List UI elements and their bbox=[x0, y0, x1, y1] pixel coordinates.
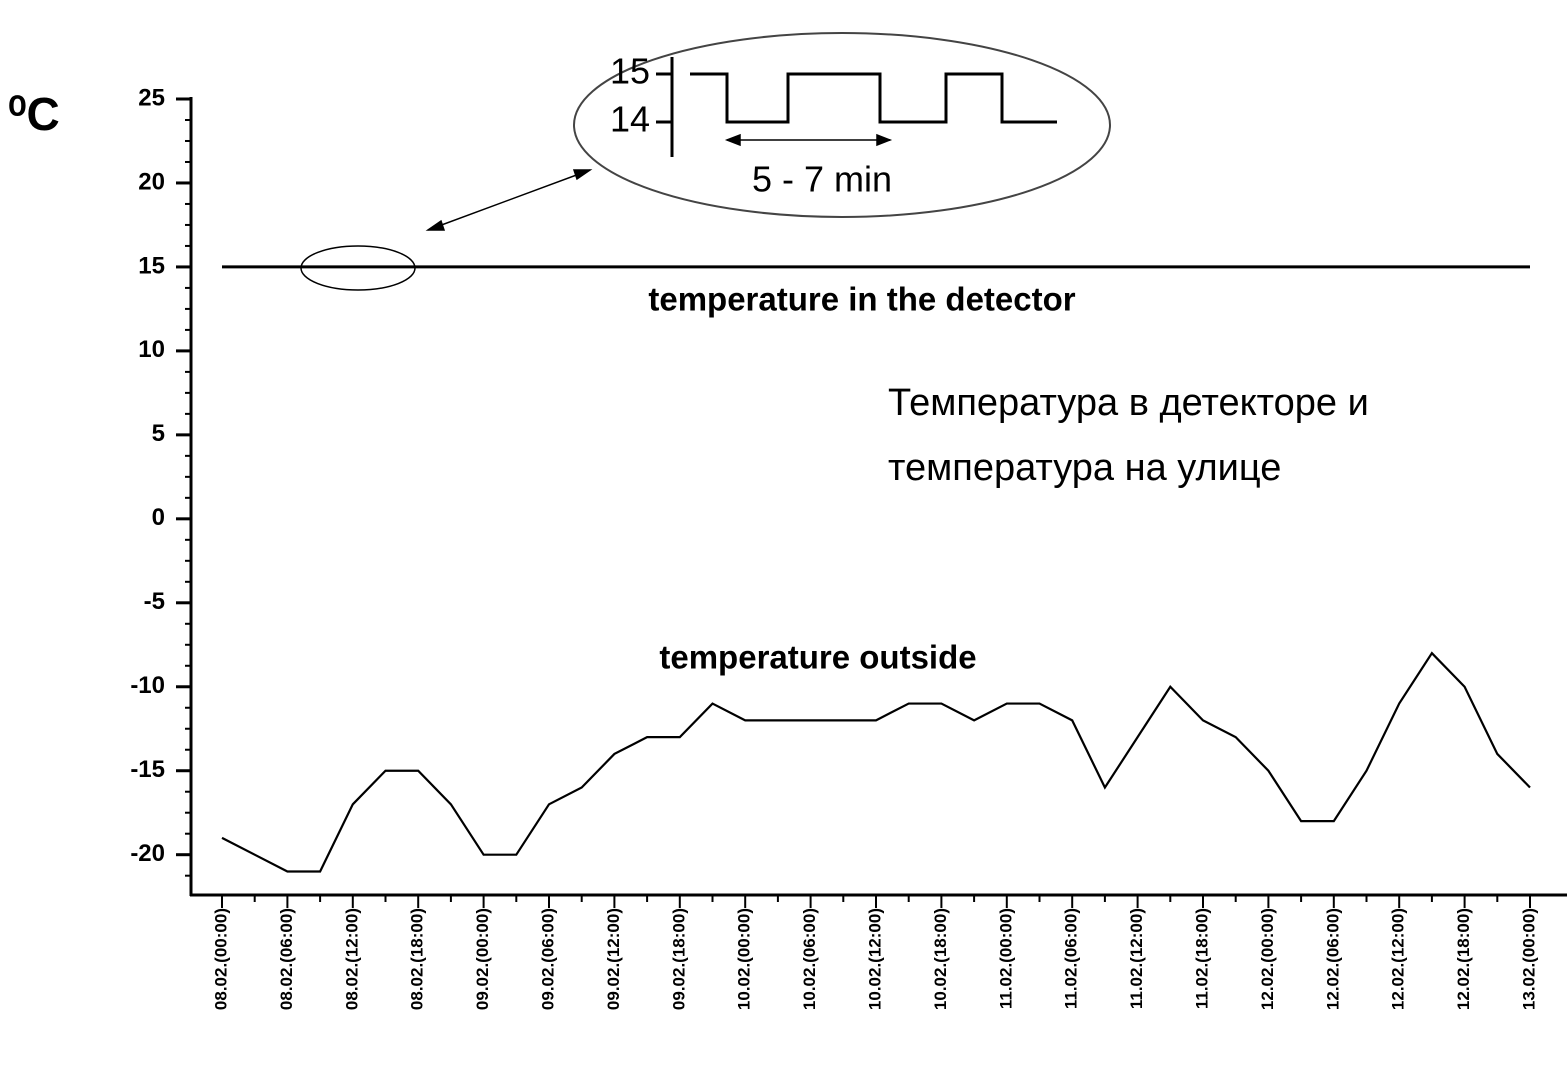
series-label: temperature in the detector bbox=[648, 281, 1075, 318]
y-tick-label: 5 bbox=[152, 420, 165, 447]
y-tick-label: -20 bbox=[130, 840, 165, 867]
y-tick-label: -10 bbox=[130, 672, 165, 699]
y-tick-label: 25 bbox=[138, 84, 165, 111]
note-line: температура на улице bbox=[888, 447, 1281, 489]
x-tick-label: 12.02.(06:00) bbox=[1323, 908, 1342, 1010]
pointer-arrow bbox=[425, 169, 593, 231]
x-tick-label: 10.02.(18:00) bbox=[931, 908, 950, 1010]
y-tick-label: -15 bbox=[130, 756, 165, 783]
x-tick-label: 09.02.(00:00) bbox=[473, 908, 492, 1010]
x-tick-label: 09.02.(06:00) bbox=[538, 908, 557, 1010]
inset-ellipse bbox=[573, 32, 1111, 218]
inset-annotation: 5 - 7 min bbox=[752, 159, 892, 200]
y-tick-label: 10 bbox=[138, 336, 165, 363]
x-tick-label: 11.02.(06:00) bbox=[1062, 908, 1081, 1009]
axes bbox=[189, 97, 1567, 897]
x-tick-label: 09.02.(18:00) bbox=[669, 908, 688, 1010]
series-line bbox=[221, 651, 1531, 873]
x-tick-label: 10.02.(06:00) bbox=[800, 908, 819, 1010]
x-tick-label: 08.02.(12:00) bbox=[342, 908, 361, 1010]
x-tick-label: 12.02.(18:00) bbox=[1454, 908, 1473, 1010]
y-tick-label: 20 bbox=[138, 168, 165, 195]
x-tick-label: 10.02.(00:00) bbox=[735, 908, 754, 1010]
x-tick-label: 08.02.(00:00) bbox=[211, 908, 230, 1010]
y-tick-label: -5 bbox=[144, 588, 165, 615]
x-tick-label: 13.02.(00:00) bbox=[1519, 908, 1538, 1010]
x-tick-label: 11.02.(18:00) bbox=[1192, 908, 1211, 1009]
x-tick-label: 11.02.(00:00) bbox=[996, 908, 1015, 1009]
x-tick-label: 12.02.(00:00) bbox=[1258, 908, 1277, 1010]
x-tick-label: 10.02.(12:00) bbox=[865, 908, 884, 1010]
note-line: Температура в детекторе и bbox=[888, 382, 1369, 424]
y-tick-label: 0 bbox=[152, 504, 165, 531]
x-tick-label: 12.02.(12:00) bbox=[1389, 908, 1408, 1010]
series-label: temperature outside bbox=[659, 639, 976, 676]
x-tick-label: 09.02.(12:00) bbox=[604, 908, 623, 1010]
y-tick-label: 15 bbox=[138, 252, 165, 279]
inset: 5 - 7 min 15 14 bbox=[610, 51, 1057, 200]
inset-tick-label: 15 bbox=[610, 51, 650, 92]
x-tick-label: 08.02.(06:00) bbox=[277, 908, 296, 1010]
inset-arrow bbox=[724, 133, 893, 147]
inset-tick-label: 14 bbox=[610, 99, 650, 140]
y-axis-label: ⁰C bbox=[8, 88, 60, 140]
x-tick-label: 08.02.(18:00) bbox=[408, 908, 427, 1010]
inset-waveform bbox=[690, 72, 1057, 124]
x-tick-label: 11.02.(12:00) bbox=[1127, 908, 1146, 1009]
